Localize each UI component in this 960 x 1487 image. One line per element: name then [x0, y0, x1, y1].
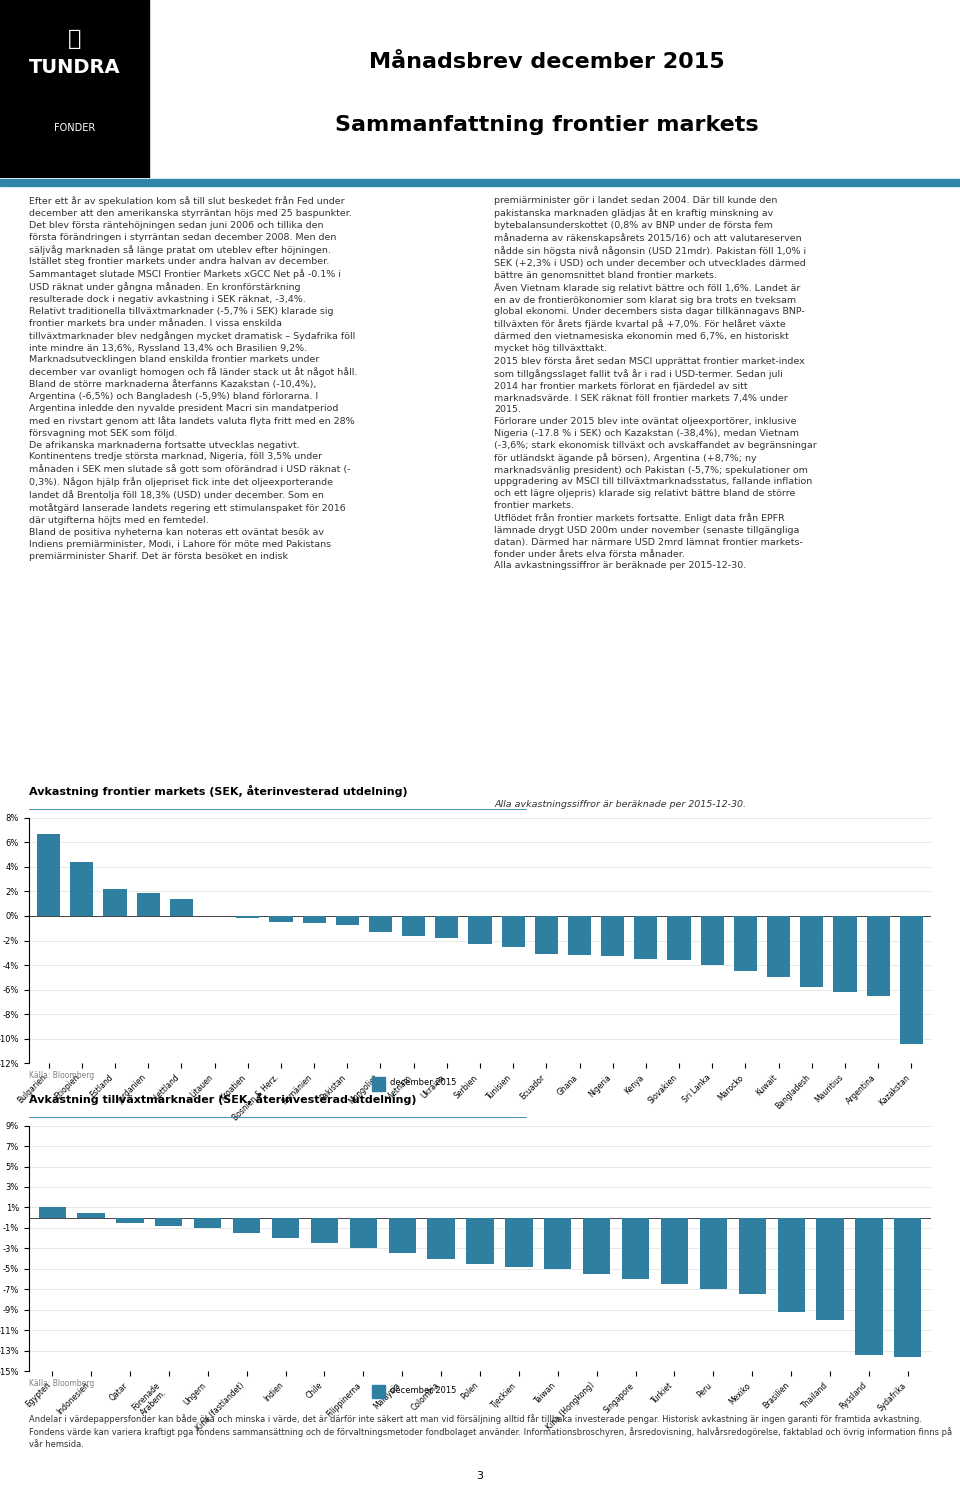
Bar	[336, 916, 359, 925]
Text: 3: 3	[476, 1471, 484, 1481]
Bar	[272, 1218, 300, 1239]
Bar	[767, 916, 790, 977]
Bar	[389, 1218, 416, 1254]
Bar	[37, 834, 60, 916]
Bar	[701, 916, 724, 965]
Bar	[369, 916, 392, 932]
Bar	[544, 1218, 571, 1268]
Bar	[302, 916, 325, 923]
Bar	[601, 916, 624, 956]
Bar	[900, 916, 923, 1044]
Bar	[236, 916, 259, 919]
Text: Alla avkastningssiffror är beräknade per 2015-12-30.: Alla avkastningssiffror är beräknade per…	[494, 800, 747, 809]
Bar	[116, 1218, 144, 1222]
Bar	[467, 1218, 493, 1264]
Bar	[700, 1218, 727, 1289]
Text: Sammanfattning frontier markets: Sammanfattning frontier markets	[335, 114, 759, 135]
Bar	[372, 1386, 385, 1398]
Bar	[895, 1218, 922, 1356]
Bar	[0, 180, 960, 186]
Text: premiärminister gör i landet sedan 2004. Där till kunde den
pakistanska marknade: premiärminister gör i landet sedan 2004.…	[494, 196, 817, 571]
Bar	[568, 916, 591, 955]
Bar	[660, 1218, 688, 1285]
Bar	[505, 1218, 533, 1267]
Bar	[194, 1218, 222, 1228]
Text: december 2015: december 2015	[390, 1386, 456, 1395]
Bar	[0, 0, 149, 178]
Text: TUNDRA: TUNDRA	[29, 58, 120, 77]
Bar	[402, 916, 425, 935]
Bar	[855, 1218, 882, 1355]
Bar	[583, 1218, 611, 1274]
Bar	[78, 1212, 105, 1218]
Bar	[270, 916, 293, 922]
Bar	[468, 916, 492, 944]
Text: Avkastning frontier markets (SEK, återinvesterad utdelning): Avkastning frontier markets (SEK, återin…	[29, 785, 407, 797]
Bar	[156, 1218, 182, 1225]
Bar	[435, 916, 459, 938]
Bar	[635, 916, 658, 959]
Bar	[816, 1218, 844, 1320]
Text: Källa: Bloomberg: Källa: Bloomberg	[29, 1378, 94, 1387]
Bar	[70, 862, 93, 916]
Bar	[535, 916, 558, 955]
Text: FONDER: FONDER	[54, 123, 95, 134]
Bar	[38, 1207, 65, 1218]
Bar	[349, 1218, 377, 1249]
Text: Avkastning tillväxtmarknader (SEK, återinvesterad utdelning): Avkastning tillväxtmarknader (SEK, återi…	[29, 1093, 417, 1105]
Bar	[427, 1218, 455, 1258]
Bar	[136, 892, 160, 916]
Bar	[104, 889, 127, 916]
Text: Månadsbrev december 2015: Månadsbrev december 2015	[370, 52, 725, 73]
Text: 🦌: 🦌	[68, 30, 81, 49]
Text: Efter ett år av spekulation kom så till slut beskedet från Fed under
december at: Efter ett år av spekulation kom så till …	[29, 196, 357, 561]
Bar	[311, 1218, 338, 1243]
Bar	[233, 1218, 260, 1233]
Bar	[372, 1078, 385, 1090]
Bar	[800, 916, 824, 987]
Bar	[733, 916, 757, 971]
Text: Andelar i värdepappersfonder kan både öka och minska i värde, det är därför inte: Andelar i värdepappersfonder kan både ök…	[29, 1414, 952, 1448]
Bar	[170, 898, 193, 916]
Bar	[738, 1218, 766, 1294]
Bar	[778, 1218, 804, 1312]
Bar	[833, 916, 856, 992]
Bar	[867, 916, 890, 996]
Text: Källa: Bloomberg: Källa: Bloomberg	[29, 1071, 94, 1080]
Bar	[667, 916, 690, 961]
Text: december 2015: december 2015	[390, 1078, 456, 1087]
Bar	[622, 1218, 649, 1279]
Bar	[501, 916, 525, 947]
